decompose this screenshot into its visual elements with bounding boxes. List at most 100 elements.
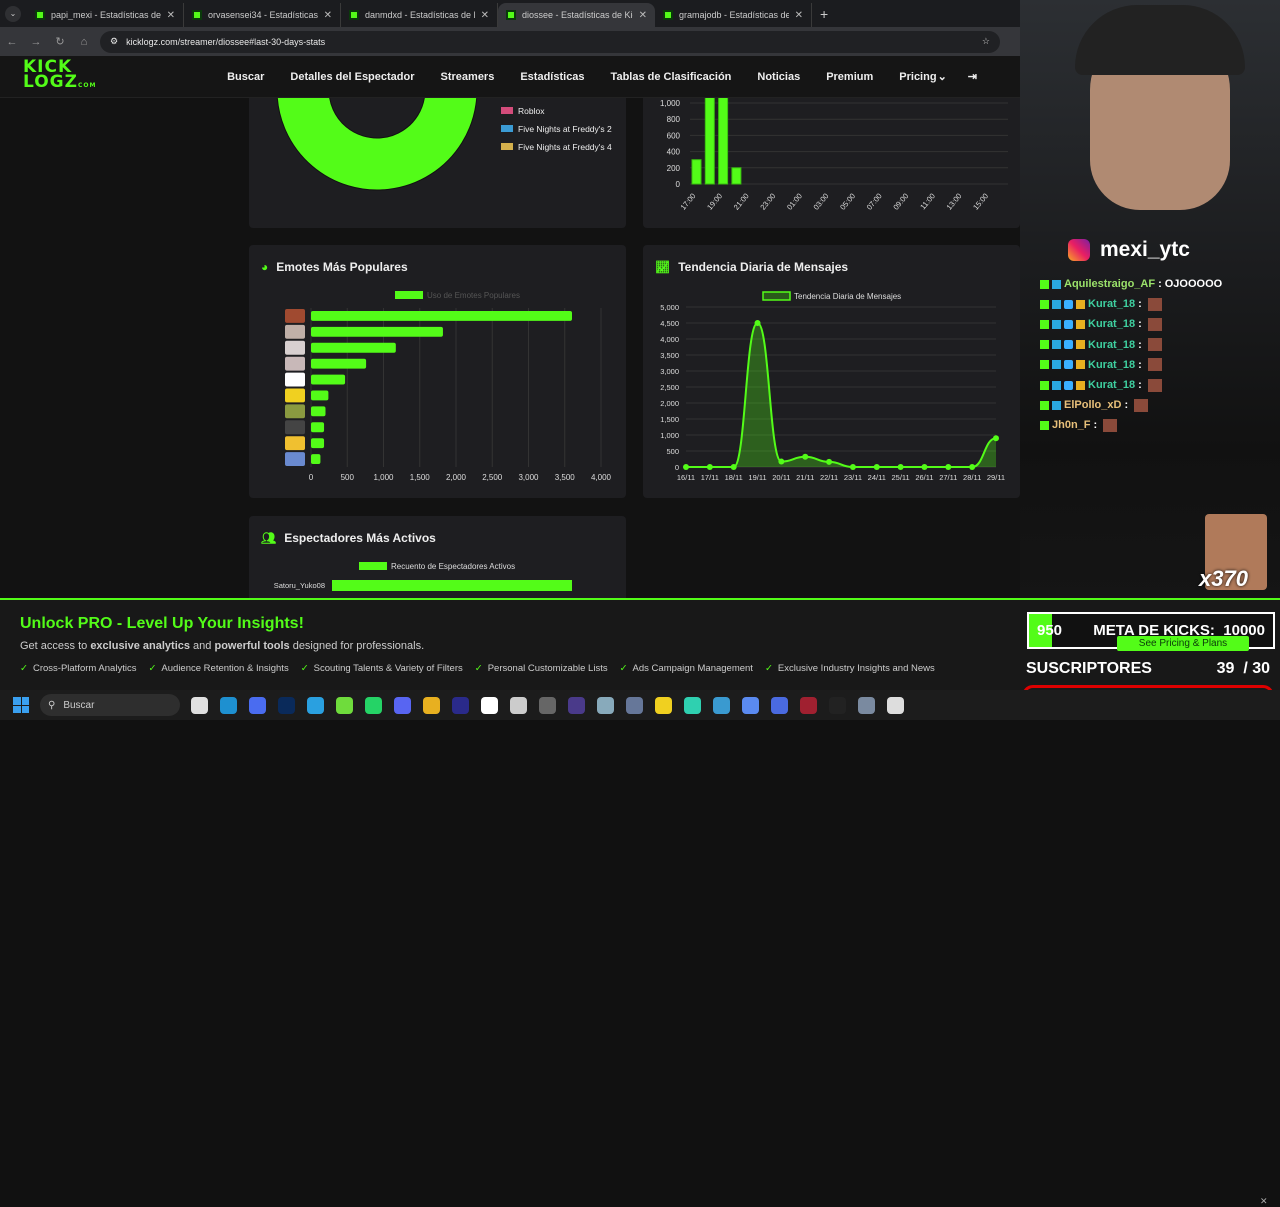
kicklogz-favicon bbox=[663, 10, 673, 20]
close-tab-icon[interactable]: ✕ bbox=[323, 9, 332, 21]
nav-item[interactable]: Streamers bbox=[440, 70, 495, 83]
x-tick-label: 4,000 bbox=[591, 473, 612, 482]
moderator-badge-icon bbox=[1052, 299, 1061, 309]
emote-image bbox=[285, 388, 305, 403]
url-field[interactable]: ⚙ kicklogz.com/streamer/diossee#last-30-… bbox=[100, 30, 1000, 53]
taskbar-app-icon[interactable] bbox=[655, 696, 672, 714]
moderator-badge-icon bbox=[1052, 319, 1061, 329]
taskbar-app-icon[interactable] bbox=[858, 696, 875, 714]
taskbar-app-icon[interactable] bbox=[568, 696, 585, 714]
x-tick-label: 09:00 bbox=[891, 192, 910, 212]
forward-icon[interactable]: → bbox=[30, 35, 42, 48]
viewers-card: 👥︎ Espectadores Más Activos Recuento de E… bbox=[249, 516, 626, 598]
viewer-label: Satoru_Yuko08 bbox=[274, 581, 325, 590]
taskbar-app-icon[interactable] bbox=[365, 696, 382, 714]
browser-tab[interactable]: papi_mexi - Estadísticas de Kick ✕ bbox=[27, 3, 184, 27]
nav-item[interactable]: Noticias bbox=[757, 70, 801, 83]
windows-start-icon[interactable] bbox=[13, 697, 29, 713]
taskbar-app-icon[interactable] bbox=[684, 696, 701, 714]
pie-chart-icon: ◕ bbox=[261, 260, 269, 274]
x-tick-label: 2,500 bbox=[482, 473, 503, 482]
legend-swatch bbox=[395, 291, 423, 299]
nav-item[interactable]: Estadísticas bbox=[520, 70, 585, 83]
banner-title: Unlock PRO - Level Up Your Insights! bbox=[20, 615, 304, 632]
chat-message: Kurat_18 : bbox=[1040, 375, 1222, 395]
nav-item[interactable]: Tablas de Clasificación bbox=[610, 70, 732, 83]
taskbar-app-icon[interactable] bbox=[597, 696, 614, 714]
taskbar-app-icon[interactable] bbox=[191, 696, 208, 714]
trend-title: 📈︎ Tendencia Diaria de Mensajes bbox=[655, 260, 848, 274]
chat-message: Jh0n_F : bbox=[1040, 415, 1222, 435]
bookmark-star-icon[interactable]: ☆ bbox=[981, 36, 990, 46]
instagram-text: mexi_ytc bbox=[1100, 238, 1190, 261]
hour-bar bbox=[691, 159, 702, 185]
site-info-icon[interactable]: ⚙ bbox=[110, 36, 119, 46]
banner-close-button[interactable]: ✕ bbox=[1260, 1196, 1268, 1206]
feature-item: ✓ Cross-Platform Analytics bbox=[20, 663, 136, 674]
taskbar-app-icon[interactable] bbox=[452, 696, 469, 714]
x-tick-label: 500 bbox=[341, 473, 355, 482]
browser-tab[interactable]: orvasensei34 - Estadísticas de Kick ✕ bbox=[184, 3, 341, 27]
moderator-badge-icon bbox=[1052, 340, 1061, 350]
users-icon: 👥︎ bbox=[261, 531, 277, 545]
x-tick-label: 18/11 bbox=[725, 473, 743, 482]
taskbar-app-icon[interactable] bbox=[394, 696, 411, 714]
y-tick-label: 600 bbox=[667, 131, 681, 140]
taskbar-app-icon[interactable] bbox=[771, 696, 788, 714]
nav-item[interactable]: Detalles del Espectador bbox=[290, 70, 415, 83]
chat-emote bbox=[1147, 317, 1162, 331]
taskbar-app-icon[interactable] bbox=[510, 696, 527, 714]
y-tick-label: 4,500 bbox=[660, 319, 679, 328]
close-tab-icon[interactable]: ✕ bbox=[480, 9, 489, 21]
taskbar-search[interactable]: ⚲ Buscar bbox=[40, 694, 180, 716]
taskbar-app-icon[interactable] bbox=[220, 696, 237, 714]
see-pricing-button[interactable]: See Pricing & Plans bbox=[1117, 636, 1249, 651]
taskbar-app-icon[interactable] bbox=[278, 696, 295, 714]
taskbar-app-icon[interactable] bbox=[887, 696, 904, 714]
reload-icon[interactable]: ↻ bbox=[55, 36, 65, 48]
feature-text: Audience Retention & Insights bbox=[161, 663, 289, 674]
nav-item[interactable]: Pricing bbox=[899, 70, 937, 83]
browser-tab[interactable]: gramajodb - Estadísticas de Kick ✕ bbox=[655, 3, 812, 27]
close-tab-icon[interactable]: ✕ bbox=[638, 9, 647, 21]
y-tick-label: 1,000 bbox=[660, 99, 681, 108]
kicklogz-favicon bbox=[506, 10, 516, 20]
trend-point bbox=[683, 464, 689, 470]
chat-message: ElPollo_xD : bbox=[1040, 395, 1222, 415]
emote-bar bbox=[311, 342, 396, 353]
home-icon[interactable]: ⌂ bbox=[80, 35, 88, 48]
kicklogz-favicon bbox=[192, 10, 202, 20]
taskbar-app-icon[interactable] bbox=[829, 696, 846, 714]
taskbar-app-icon[interactable] bbox=[336, 696, 353, 714]
browser-tab[interactable]: danmdxd - Estadísticas de Kick ✕ bbox=[341, 3, 498, 27]
tab-search-button[interactable]: ⌄ bbox=[5, 5, 21, 22]
kicks-current: 950 bbox=[1037, 622, 1063, 639]
subs-count: 39 / 30 bbox=[1216, 660, 1270, 677]
taskbar-app-icon[interactable] bbox=[307, 696, 324, 714]
legend-label: Roblox bbox=[518, 106, 545, 116]
kicklogz-logo[interactable]: KICK LOGZCOM bbox=[23, 59, 96, 93]
new-tab-button[interactable]: + bbox=[820, 5, 829, 22]
taskbar-app-icon[interactable] bbox=[539, 696, 556, 714]
nav-item[interactable]: Buscar bbox=[227, 70, 265, 83]
back-icon[interactable]: ← bbox=[6, 35, 18, 48]
taskbar-app-icon[interactable] bbox=[800, 696, 817, 714]
y-tick-label: 5,000 bbox=[660, 303, 679, 312]
taskbar-app-icon[interactable] bbox=[481, 696, 498, 714]
taskbar-app-icon[interactable] bbox=[626, 696, 643, 714]
browser-tab[interactable]: diossee - Estadísticas de Kick ✕ bbox=[498, 3, 655, 27]
pricing-chevron-icon[interactable]: ⌄ bbox=[937, 71, 947, 83]
moderator-badge-icon bbox=[1052, 279, 1061, 289]
close-tab-icon[interactable]: ✕ bbox=[794, 9, 803, 21]
close-tab-icon[interactable]: ✕ bbox=[166, 9, 175, 21]
x-tick-label: 13:00 bbox=[945, 192, 964, 212]
taskbar-app-icon[interactable] bbox=[249, 696, 266, 714]
taskbar-app-icon[interactable] bbox=[423, 696, 440, 714]
legend-swatch bbox=[501, 107, 513, 114]
categories-doughnut-chart: Roblox Five Nights at Freddy's 2 Five Nigh… bbox=[276, 98, 612, 191]
taskbar-app-icon[interactable] bbox=[713, 696, 730, 714]
nav-item[interactable]: Premium bbox=[826, 70, 874, 83]
taskbar-app-icon[interactable] bbox=[742, 696, 759, 714]
login-icon[interactable]: ⇥ bbox=[967, 71, 977, 83]
x-tick-label: 0 bbox=[309, 473, 314, 482]
